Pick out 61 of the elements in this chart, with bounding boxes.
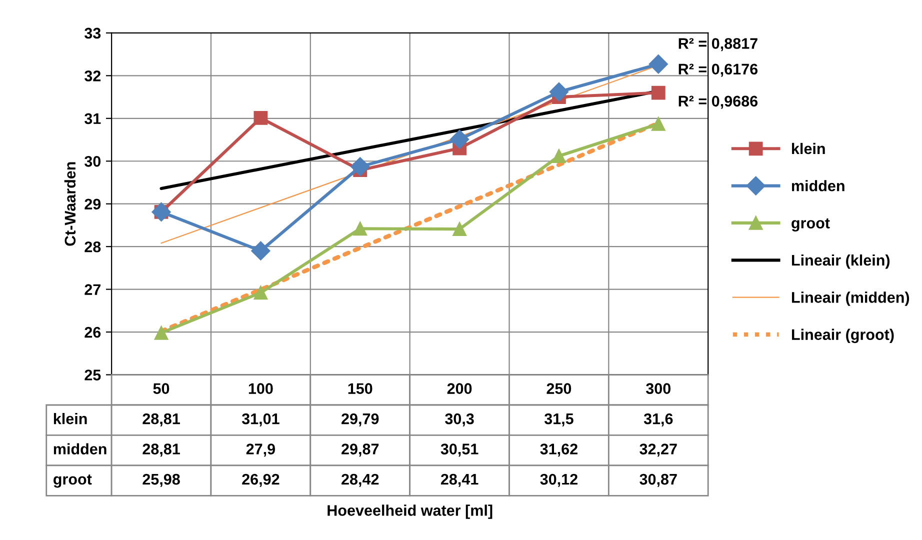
data-label: 28,81 xyxy=(142,413,180,426)
legend-label: klein xyxy=(792,142,825,154)
text: Hoeveelheid water [ml] xyxy=(328,504,492,519)
data-label: 31,6 xyxy=(644,413,673,426)
point xyxy=(254,286,268,300)
data-label: 28,42 xyxy=(342,474,379,487)
point xyxy=(350,157,370,176)
data-label: 26,92 xyxy=(242,474,280,487)
legend-label: Lineair (klein) xyxy=(792,254,890,269)
point xyxy=(450,130,470,149)
annotation: R² = 0,8817 xyxy=(678,38,758,52)
y-tick-label: 26 xyxy=(84,326,101,338)
point xyxy=(651,86,666,100)
y-tick-label: 30 xyxy=(84,156,101,167)
data-label: 32,27 xyxy=(640,444,677,457)
data-label: 29,87 xyxy=(342,444,379,457)
point xyxy=(251,241,270,260)
y-tick-label: 28 xyxy=(84,241,101,252)
data-label: 30,3 xyxy=(445,413,474,426)
data-label: 28,41 xyxy=(440,474,478,487)
y-tick-label: 31 xyxy=(84,113,101,124)
point xyxy=(552,149,566,163)
point xyxy=(452,222,466,236)
data-label: 30,12 xyxy=(540,474,578,487)
y-tick-label: 33 xyxy=(84,28,101,39)
data-label: 31,5 xyxy=(544,413,574,426)
annotation: R² = 0,9686 xyxy=(678,96,758,109)
point xyxy=(254,111,268,125)
point xyxy=(154,326,168,340)
legend-label: Lineair (groot) xyxy=(792,328,894,344)
data-label: 25,98 xyxy=(142,474,180,487)
text: midden xyxy=(54,443,106,454)
data-label: 30,87 xyxy=(640,474,677,487)
data-label: 31,01 xyxy=(242,413,280,426)
text: klein xyxy=(54,413,87,424)
y-tick-label: 25 xyxy=(84,370,101,380)
point xyxy=(549,82,568,102)
y-tick-label: 27 xyxy=(84,284,100,295)
legend-label: groot xyxy=(792,218,830,232)
point xyxy=(651,117,666,131)
text: groot xyxy=(54,474,92,488)
y-tick-label: 29 xyxy=(84,198,101,210)
data-label: 28,81 xyxy=(142,444,180,457)
data-label: 30,51 xyxy=(440,444,478,457)
point xyxy=(152,202,171,222)
y-tick-label: 32 xyxy=(84,70,101,82)
point xyxy=(648,54,668,74)
x-tick-label: 100 xyxy=(248,383,273,394)
legend-label: Lineair (midden) xyxy=(792,292,910,306)
x-tick-label: 200 xyxy=(447,383,472,394)
y-axis-title: Ct-Waarden xyxy=(64,162,76,246)
legend-label: midden xyxy=(792,180,844,192)
annotation: R² = 0,6176 xyxy=(678,64,758,77)
x-tick-label: 300 xyxy=(646,383,671,394)
point xyxy=(353,222,368,236)
x-tick-label: 250 xyxy=(546,383,572,394)
x-tick-label: 50 xyxy=(153,383,170,394)
data-label: 27,9 xyxy=(246,444,275,457)
x-tick-label: 150 xyxy=(348,383,372,394)
data-label: 29,79 xyxy=(342,413,379,426)
data-label: 31,62 xyxy=(540,444,578,457)
